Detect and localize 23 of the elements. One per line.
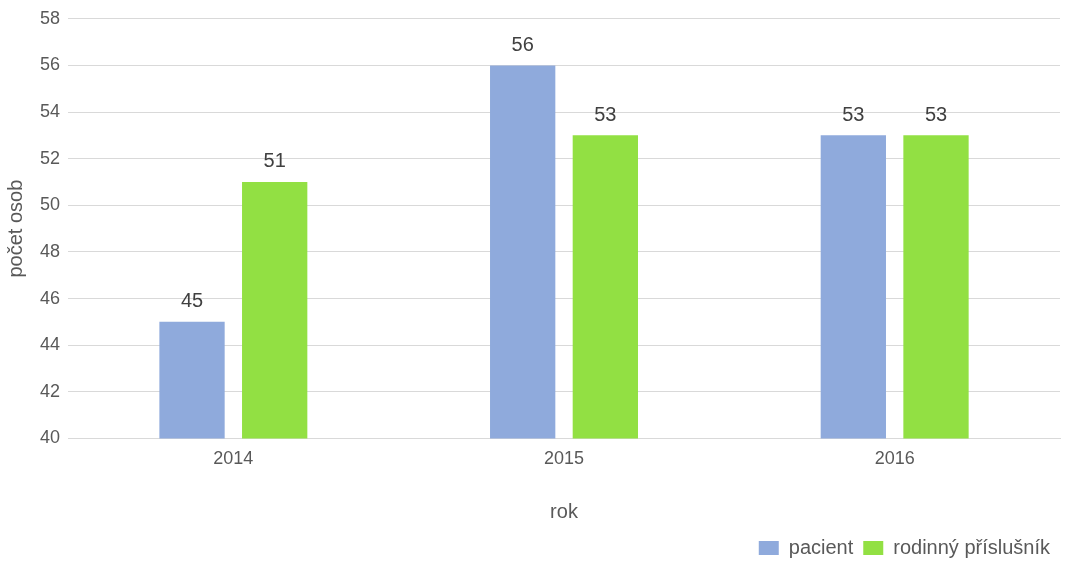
y-tick-label: 56	[39, 54, 61, 75]
x-tick-label: 2015	[543, 448, 585, 469]
y-tick-label: 46	[39, 287, 61, 308]
data-label: 51	[263, 149, 286, 172]
y-tick-label: 50	[39, 194, 61, 215]
y-tick-label: 58	[39, 7, 61, 28]
x-axis-title: rok	[550, 499, 579, 522]
legend-label: rodinný příslušník	[893, 535, 1051, 558]
data-label: 53	[594, 102, 617, 125]
data-label: 56	[511, 32, 534, 55]
y-tick-label: 52	[39, 147, 61, 168]
legend-label: pacient	[788, 535, 854, 558]
y-tick-label: 42	[39, 380, 61, 401]
x-tick-label: 2014	[213, 448, 254, 469]
y-tick-label: 54	[39, 101, 61, 122]
data-label: 45	[180, 289, 204, 312]
data-label: 53	[924, 102, 948, 125]
y-tick-label: 48	[39, 240, 61, 261]
data-label: 53	[842, 102, 865, 125]
x-tick-label: 2016	[874, 448, 915, 469]
y-tick-label: 40	[39, 427, 61, 448]
y-tick-label: 44	[39, 334, 61, 355]
y-axis-title: počet osob	[3, 179, 26, 278]
